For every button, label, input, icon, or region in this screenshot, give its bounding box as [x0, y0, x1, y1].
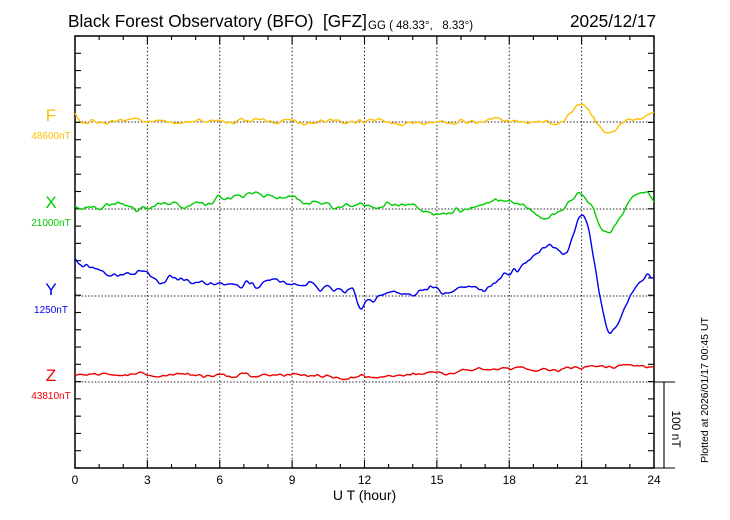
- svg-text:12: 12: [358, 473, 372, 487]
- svg-text:6: 6: [216, 473, 223, 487]
- svg-text:100 nT: 100 nT: [669, 410, 683, 448]
- svg-text:0: 0: [72, 473, 79, 487]
- svg-text:Plotted at 2026/01/17 00:45 UT: Plotted at 2026/01/17 00:45 UT: [699, 316, 711, 463]
- svg-text:X: X: [45, 193, 56, 212]
- svg-text:43810nT: 43810nT: [31, 391, 70, 402]
- svg-text:Y: Y: [45, 280, 56, 299]
- svg-text:21: 21: [575, 473, 589, 487]
- svg-text:48600nT: 48600nT: [31, 131, 70, 142]
- svg-text:GG ( 48.33°, 8.33°): GG ( 48.33°, 8.33°): [368, 20, 473, 32]
- svg-text:2025/12/17: 2025/12/17: [570, 11, 656, 31]
- svg-text:Black Forest Observatory (BFO): Black Forest Observatory (BFO) [GFZ]: [68, 11, 367, 31]
- svg-text:15: 15: [430, 473, 444, 487]
- svg-text:18: 18: [503, 473, 517, 487]
- svg-text:9: 9: [289, 473, 296, 487]
- svg-text:Z: Z: [46, 366, 56, 385]
- svg-text:21000nT: 21000nT: [31, 218, 70, 229]
- svg-text:F: F: [46, 106, 56, 125]
- svg-text:U T (hour): U T (hour): [333, 487, 396, 503]
- svg-text:1250nT: 1250nT: [34, 305, 68, 316]
- svg-text:3: 3: [144, 473, 151, 487]
- svg-text:24: 24: [647, 473, 661, 487]
